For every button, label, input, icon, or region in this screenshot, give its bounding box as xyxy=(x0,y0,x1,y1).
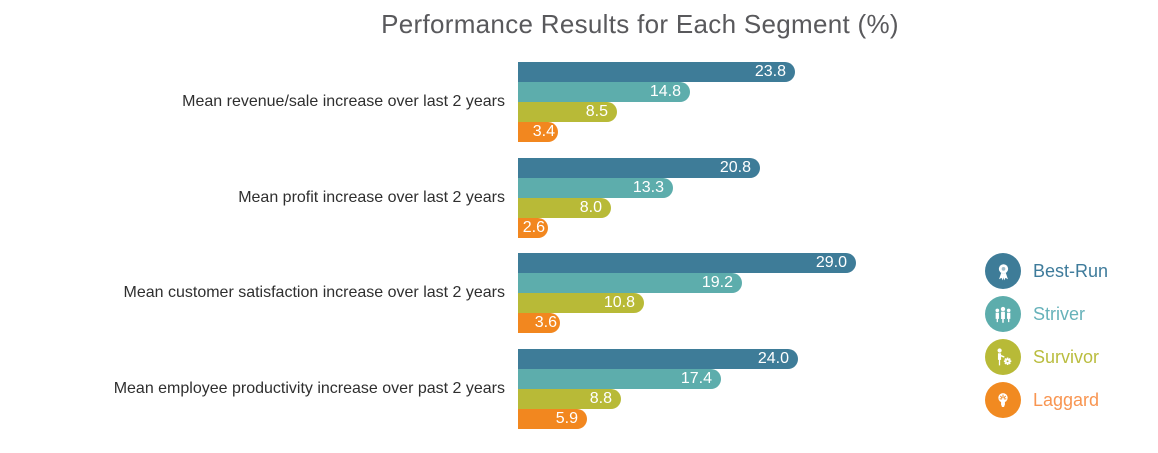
person-gear-icon xyxy=(985,339,1021,375)
bar-survivor: 8.5 xyxy=(518,102,617,122)
bar-survivor: 10.8 xyxy=(518,293,644,313)
legend-item-striver: Striver xyxy=(985,296,1108,332)
bar-value-label: 8.5 xyxy=(585,103,608,120)
category-label: Mean revenue/sale increase over last 2 y… xyxy=(182,93,505,111)
category-group: Mean profit increase over last 2 years 20… xyxy=(0,157,856,238)
bar-value-label: 24.0 xyxy=(757,349,789,367)
legend-item-laggard: Laggard xyxy=(985,382,1108,418)
bar-best-run: 20.8 xyxy=(518,157,760,178)
bar-laggard: 5.9 xyxy=(518,408,587,429)
bar-value-label: 20.8 xyxy=(719,158,751,176)
category-label: Mean employee productivity increase over… xyxy=(113,379,505,397)
bar-best-run: 29.0 xyxy=(518,253,856,273)
bar-value-label: 13.3 xyxy=(632,178,664,196)
bar-laggard: 3.4 xyxy=(518,122,558,142)
bar-survivor: 8.8 xyxy=(518,388,621,409)
bar-striver: 13.3 xyxy=(518,177,673,198)
lightbulb-icon xyxy=(985,382,1021,418)
bar-stack: 29.0 19.2 10.8 3.6 xyxy=(518,253,856,333)
medal-icon xyxy=(985,253,1021,289)
bar-stack: 24.0 17.4 8.8 5.9 xyxy=(518,348,798,429)
bar-striver: 14.8 xyxy=(518,82,690,102)
bar-value-label: 29.0 xyxy=(815,254,847,271)
category-label: Mean customer satisfaction increase over… xyxy=(123,284,506,302)
bar-value-label: 14.8 xyxy=(649,83,681,100)
category-label: Mean profit increase over last 2 years xyxy=(238,188,505,206)
bar-laggard: 3.6 xyxy=(518,313,560,333)
legend-item-label: Laggard xyxy=(1033,389,1100,410)
bar-best-run: 24.0 xyxy=(518,348,798,369)
legend-item-label: Striver xyxy=(1033,303,1086,324)
bar-value-label: 2.6 xyxy=(522,218,545,236)
bar-laggard: 2.6 xyxy=(518,217,548,238)
bar-striver: 17.4 xyxy=(518,368,721,389)
category-group: Mean employee productivity increase over… xyxy=(0,348,856,429)
category-group: Mean revenue/sale increase over last 2 y… xyxy=(0,62,856,142)
legend-item-best-run: Best-Run xyxy=(985,253,1108,289)
people-group-icon xyxy=(985,296,1021,332)
bar-value-label: 17.4 xyxy=(680,369,712,387)
bar-best-run: 23.8 xyxy=(518,62,795,82)
bar-stack: 20.8 13.3 8.0 2.6 xyxy=(518,157,760,238)
chart-title: Performance Results for Each Segment (%) xyxy=(381,9,899,39)
bar-chart: Mean revenue/sale increase over last 2 y… xyxy=(0,62,856,429)
category-group: Mean customer satisfaction increase over… xyxy=(0,253,856,333)
bar-value-label: 5.9 xyxy=(555,409,578,427)
bar-striver: 19.2 xyxy=(518,273,742,293)
bar-value-label: 3.4 xyxy=(532,123,555,140)
bar-value-label: 8.8 xyxy=(589,389,612,407)
legend: Best-Run Striver Survivor Laggard xyxy=(985,253,1108,418)
bar-survivor: 8.0 xyxy=(518,197,611,218)
legend-item-label: Survivor xyxy=(1033,346,1100,367)
legend-item-survivor: Survivor xyxy=(985,339,1108,375)
legend-item-label: Best-Run xyxy=(1033,260,1109,281)
bar-stack: 23.8 14.8 8.5 3.4 xyxy=(518,62,795,142)
bar-value-label: 19.2 xyxy=(701,274,733,291)
bar-value-label: 23.8 xyxy=(754,63,786,80)
bar-value-label: 10.8 xyxy=(603,294,635,311)
bar-value-label: 8.0 xyxy=(579,198,602,216)
bar-value-label: 3.6 xyxy=(534,314,557,331)
